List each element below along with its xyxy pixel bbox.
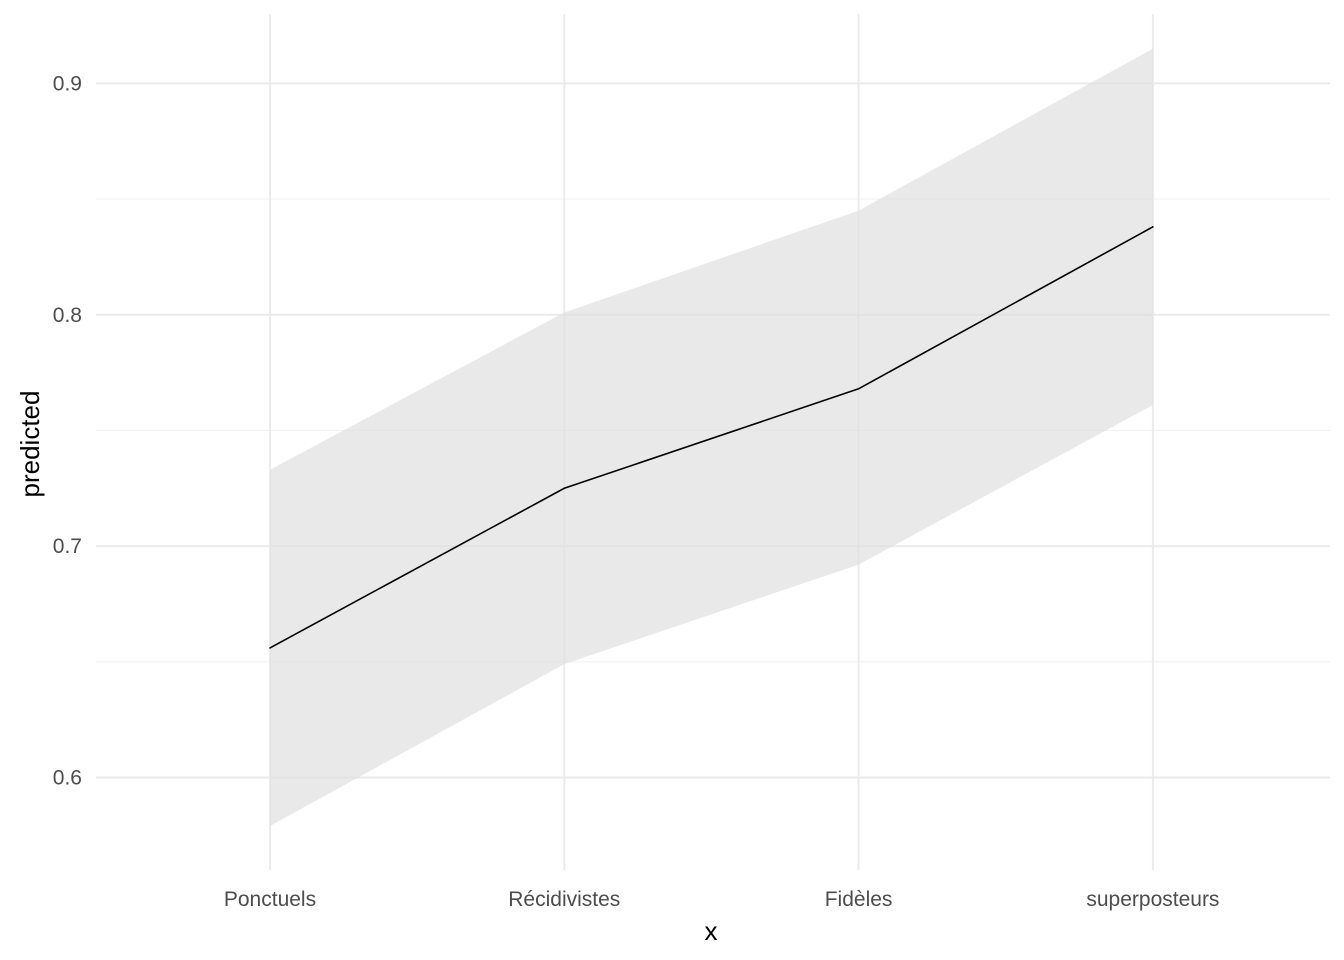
data-point xyxy=(1152,226,1154,228)
predicted-line xyxy=(269,226,1154,649)
confidence-band-layer xyxy=(270,48,1153,827)
x-axis-title: x xyxy=(705,916,718,946)
confidence-band xyxy=(270,48,1153,827)
data-point xyxy=(563,487,566,490)
x-tick-label: superposteurs xyxy=(1086,888,1219,911)
data-point xyxy=(857,387,860,390)
y-axis-tick-labels: 0.6 0.7 0.8 0.9 xyxy=(53,72,82,789)
x-tick-label: Ponctuels xyxy=(224,888,316,911)
x-tick-label: Récidivistes xyxy=(508,888,620,911)
x-axis-tick-labels: Ponctuels Récidivistes Fidèles superposteur… xyxy=(224,888,1220,911)
y-tick-label: 0.6 xyxy=(53,766,82,789)
plot-panel xyxy=(96,14,1330,870)
data-point xyxy=(269,647,271,649)
x-tick-label: Fidèles xyxy=(825,888,893,911)
series-line-layer xyxy=(269,226,1154,649)
y-tick-label: 0.7 xyxy=(53,535,82,558)
y-tick-label: 0.8 xyxy=(53,304,82,327)
y-axis-title: predicted xyxy=(15,391,45,498)
y-tick-label: 0.9 xyxy=(53,72,82,95)
